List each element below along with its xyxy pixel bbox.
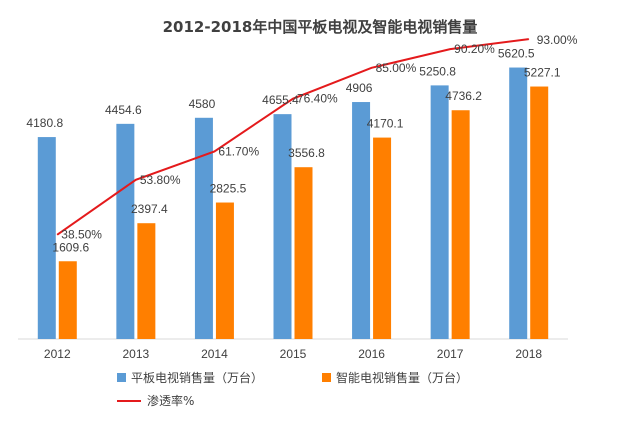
legend-label: 平板电视销售量（万台） bbox=[131, 370, 263, 385]
flat-tv-value-label: 5620.5 bbox=[498, 47, 535, 61]
flat-tv-bar bbox=[37, 137, 56, 339]
flat-tv-value-label: 4580 bbox=[189, 97, 216, 111]
smart-tv-value-label: 2825.5 bbox=[210, 182, 247, 196]
x-tick-label: 2012 bbox=[44, 347, 71, 361]
penetration-rate-label: 61.70% bbox=[218, 144, 259, 158]
smart-tv-bar bbox=[530, 86, 549, 339]
smart-tv-bar bbox=[451, 110, 470, 339]
legend-smart-tv: 智能电视销售量（万台） bbox=[322, 370, 468, 385]
smart-tv-value-label: 3556.8 bbox=[288, 146, 325, 160]
penetration-rate-label: 90.20% bbox=[454, 42, 495, 56]
x-tick-label: 2015 bbox=[280, 347, 307, 361]
x-tick-label: 2016 bbox=[358, 347, 385, 361]
smart-tv-value-label: 2397.4 bbox=[131, 202, 168, 216]
penetration-rate-label: 93.00% bbox=[537, 33, 578, 47]
x-tick-label: 2018 bbox=[515, 347, 542, 361]
labels-layer: 4180.8 1609.6 4454.6 2397.4 4580 2825.5 4655.4… bbox=[26, 33, 577, 254]
flat-tv-value-label: 4454.6 bbox=[105, 103, 142, 117]
smart-tv-bar bbox=[215, 202, 234, 339]
penetration-rate-point bbox=[528, 38, 530, 40]
legend-swatch bbox=[322, 373, 331, 382]
smart-tv-value-label: 4736.2 bbox=[445, 89, 482, 103]
penetration-rate-point bbox=[371, 67, 373, 69]
flat-tv-bar bbox=[116, 123, 135, 339]
flat-tv-value-label: 4180.8 bbox=[26, 116, 63, 130]
smart-tv-bar bbox=[373, 137, 392, 339]
smart-tv-value-label: 4170.1 bbox=[367, 117, 404, 131]
x-tick-label: 2013 bbox=[123, 347, 150, 361]
flat-tv-bar bbox=[509, 67, 528, 339]
smart-tv-value-label: 5227.1 bbox=[524, 66, 561, 80]
smart-tv-bar bbox=[294, 167, 313, 339]
flat-tv-bar bbox=[430, 85, 449, 340]
penetration-rate-point bbox=[449, 48, 451, 50]
smart-tv-bar bbox=[58, 261, 77, 339]
bars-layer bbox=[37, 67, 549, 340]
legend-swatch bbox=[117, 373, 126, 382]
penetration-rate-label: 76.40% bbox=[297, 92, 338, 106]
x-tick-label: 2014 bbox=[201, 347, 228, 361]
legend: 平板电视销售量（万台） 智能电视销售量（万台） 渗透率% bbox=[117, 370, 468, 408]
penetration-rate-point bbox=[292, 98, 294, 100]
x-tick-label: 2017 bbox=[437, 347, 464, 361]
legend-flat-tv: 平板电视销售量（万台） bbox=[117, 370, 263, 385]
chart-title: 2012-2018年中国平板电视及智能电视销售量 bbox=[163, 18, 478, 36]
flat-tv-value-label: 5250.8 bbox=[419, 64, 456, 78]
line-layer bbox=[56, 38, 530, 236]
axis-layer: 2012 2013 2014 2015 2016 2017 2018 bbox=[18, 338, 568, 361]
penetration-rate-point bbox=[135, 179, 137, 181]
smart-tv-value-label: 1609.6 bbox=[52, 240, 89, 254]
legend-label: 渗透率% bbox=[147, 393, 194, 408]
flat-tv-value-label: 4906 bbox=[346, 81, 373, 95]
flat-tv-value-label: 4655.4 bbox=[262, 93, 299, 107]
penetration-rate-label: 38.50% bbox=[61, 228, 102, 242]
smart-tv-bar bbox=[137, 223, 156, 339]
flat-tv-bar bbox=[352, 102, 371, 340]
penetration-rate-label: 53.80% bbox=[140, 173, 181, 187]
flat-tv-bar bbox=[273, 114, 292, 339]
legend-penetration-rate: 渗透率% bbox=[117, 393, 194, 408]
penetration-rate-point bbox=[213, 150, 215, 152]
flat-tv-bar bbox=[194, 117, 213, 339]
penetration-rate-point bbox=[56, 234, 58, 236]
penetration-rate-label: 85.00% bbox=[376, 61, 417, 75]
legend-label: 智能电视销售量（万台） bbox=[336, 370, 468, 385]
